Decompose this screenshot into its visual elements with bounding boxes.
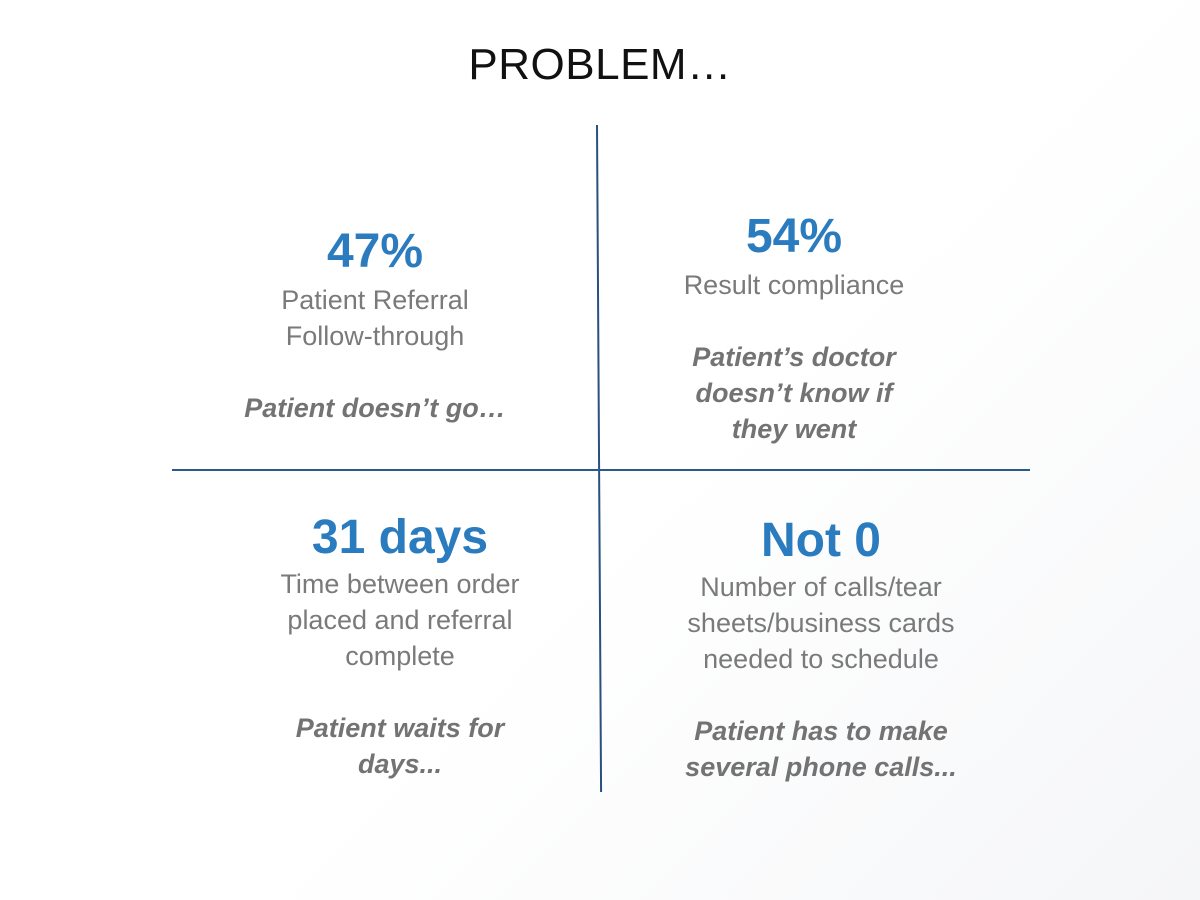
stat-label: Time between order placed and referral c…: [280, 569, 520, 671]
quadrant-bottom-left: 31 days Time between order placed and re…: [220, 514, 580, 782]
stat-label: Result compliance: [683, 270, 905, 300]
stat-label: Patient Referral Follow-through: [281, 285, 469, 351]
quadrant-bottom-right: Not 0 Number of calls/tear sheets/busine…: [641, 517, 1001, 785]
vertical-divider: [596, 124, 602, 792]
stat-note: Patient doesn’t go…: [244, 393, 506, 423]
stat-note: Patient’s doctor doesn’t know if they we…: [692, 342, 896, 444]
horizontal-divider: [172, 469, 1030, 471]
stat-value: 31 days: [311, 511, 489, 564]
stat-label: Number of calls/tear sheets/business car…: [687, 572, 955, 674]
stat-value: 54%: [745, 210, 843, 263]
stat-note: Patient waits for days...: [295, 713, 505, 779]
slide-title: PROBLEM…: [468, 40, 732, 89]
quadrant-top-left: 47% Patient Referral Follow-through Pati…: [195, 228, 555, 426]
quadrant-top-right: 54% Result compliance Patient’s doctor d…: [614, 213, 974, 447]
stat-value: 47%: [326, 225, 424, 278]
stat-note: Patient has to make several phone calls.…: [685, 716, 957, 782]
stat-value: Not 0: [761, 514, 881, 567]
